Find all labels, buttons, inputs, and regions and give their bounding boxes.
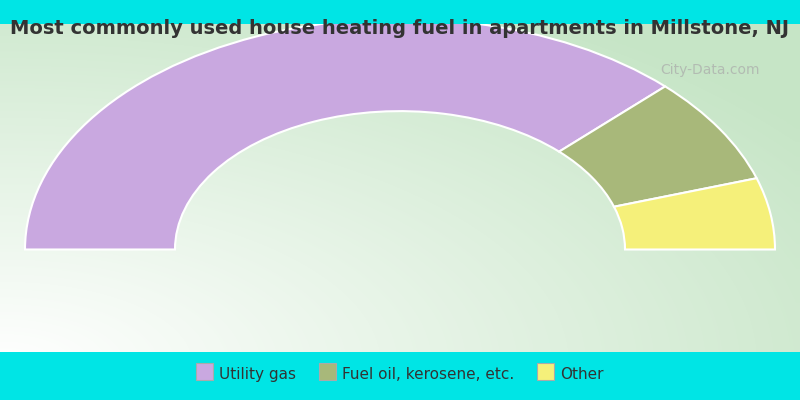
- Text: Most commonly used house heating fuel in apartments in Millstone, NJ: Most commonly used house heating fuel in…: [10, 18, 790, 38]
- Wedge shape: [559, 86, 757, 207]
- Wedge shape: [25, 19, 665, 250]
- Legend: Utility gas, Fuel oil, kerosene, etc., Other: Utility gas, Fuel oil, kerosene, etc., O…: [190, 360, 610, 388]
- Text: City-Data.com: City-Data.com: [661, 63, 760, 77]
- Wedge shape: [614, 178, 775, 250]
